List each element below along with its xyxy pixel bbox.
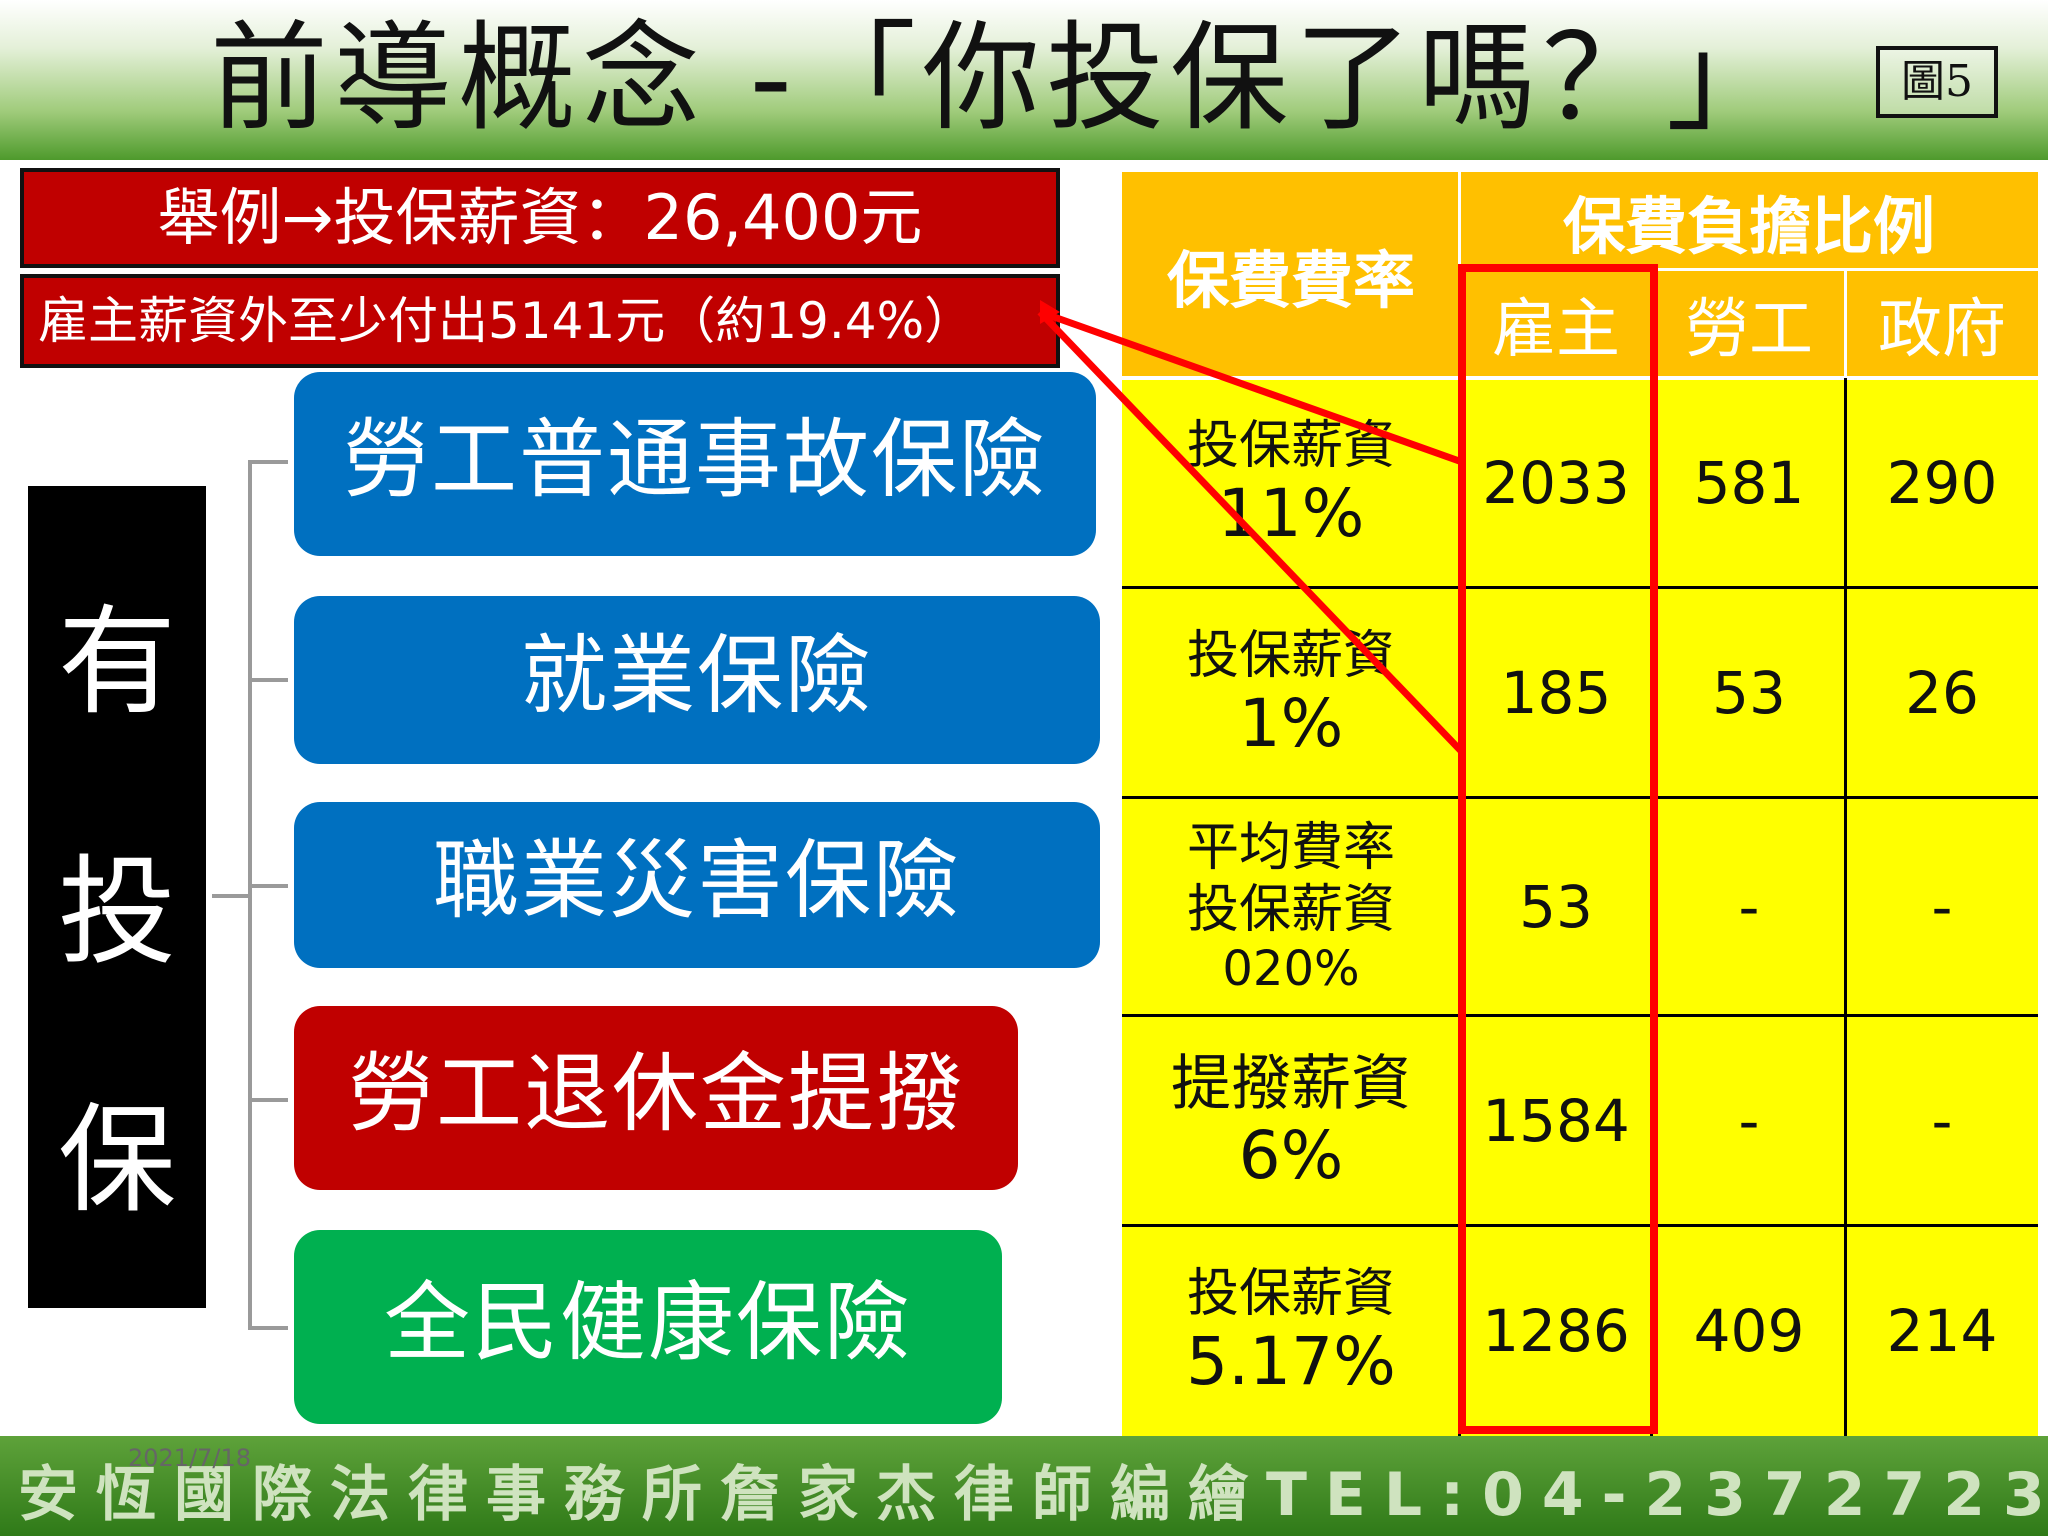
- rate-label: 投保薪資: [1186, 416, 1395, 476]
- rate-value: 1%: [1238, 685, 1344, 762]
- header-bar: 前導概念 -「你投保了嗎？」 圖5: [0, 0, 2048, 160]
- insurance-item-employment: 就業保險: [294, 596, 1100, 764]
- header-divider: [1650, 270, 1653, 378]
- bracket-branch: [248, 678, 288, 682]
- rate-label-2: 投保薪資: [1186, 880, 1395, 940]
- page-title: 前導概念 -「你投保了嗎？」: [210, 9, 1791, 147]
- bracket-branch: [248, 460, 288, 464]
- side-label-char: 投: [57, 843, 176, 981]
- col-header-employer: 雇主: [1460, 270, 1652, 378]
- col-divider: [1650, 378, 1653, 1436]
- col-header-government: 政府: [1846, 270, 2038, 378]
- employer-value: 53: [1460, 798, 1652, 1016]
- rate-value: 6%: [1238, 1117, 1344, 1194]
- bracket-branch: [248, 884, 288, 888]
- rate-cell: 投保薪資 11%: [1122, 378, 1460, 588]
- rate-label: 提撥薪資: [1171, 1049, 1411, 1119]
- employer-value: 2033: [1460, 378, 1652, 588]
- worker-value: -: [1652, 798, 1846, 1016]
- side-label-char: 保: [57, 1091, 176, 1229]
- example-salary-banner: 舉例→投保薪資：26,400元: [20, 168, 1060, 268]
- employer-value: 185: [1460, 588, 1652, 798]
- rate-value: 020%: [1222, 941, 1360, 997]
- bracket-branch: [248, 1326, 288, 1330]
- worker-value: 581: [1652, 378, 1846, 588]
- row-divider: [1122, 586, 2038, 589]
- footer-bar: 安恆國際法律事務所詹家杰律師編繪TEL:04-23727237: [0, 1436, 2048, 1536]
- worker-value: 53: [1652, 588, 1846, 798]
- rate-label: 投保薪資: [1186, 626, 1395, 686]
- row-divider: [1122, 1224, 2038, 1227]
- side-label-char: 有: [57, 593, 176, 731]
- bracket-spine: [248, 460, 252, 1330]
- rate-value: 5.17%: [1186, 1323, 1396, 1400]
- government-value: -: [1846, 1016, 2038, 1226]
- bracket-branch: [248, 1098, 288, 1102]
- rate-value: 11%: [1217, 475, 1365, 552]
- insurance-item-labor-ordinary: 勞工普通事故保險: [294, 372, 1096, 556]
- col-header-rate: 保費費率: [1122, 172, 1460, 378]
- government-value: -: [1846, 798, 2038, 1016]
- government-value: 290: [1846, 378, 2038, 588]
- row-divider: [1122, 796, 2038, 799]
- employer-value: 1286: [1460, 1226, 1652, 1436]
- slide-date: 2021/7/18: [128, 1444, 252, 1472]
- government-value: 214: [1846, 1226, 2038, 1436]
- employer-cost-banner: 雇主薪資外至少付出5141元（約19.4%）: [20, 274, 1060, 368]
- premium-table: 保費費率 保費負擔比例 雇主 勞工 政府 投保薪資 11% 2033 581 2…: [1122, 172, 2038, 1436]
- insurance-item-pension: 勞工退休金提撥: [294, 1006, 1018, 1190]
- insurance-item-health: 全民健康保險: [294, 1230, 1002, 1424]
- row-divider: [1122, 1014, 2038, 1017]
- footer-credit: 安恆國際法律事務所詹家杰律師編繪TEL:04-23727237: [18, 1460, 2048, 1530]
- rate-label: 平均費率: [1186, 818, 1395, 878]
- header-divider: [1460, 268, 2038, 271]
- col-divider: [1458, 378, 1461, 1436]
- side-label-box: 有 投 保: [28, 486, 206, 1308]
- rate-cell: 投保薪資 5.17%: [1122, 1226, 1460, 1436]
- worker-value: 409: [1652, 1226, 1846, 1436]
- insurance-item-occupational: 職業災害保險: [294, 802, 1100, 968]
- rate-cell: 投保薪資 1%: [1122, 588, 1460, 798]
- employer-value: 1584: [1460, 1016, 1652, 1226]
- header-divider: [1122, 376, 2038, 380]
- figure-badge: 圖5: [1876, 46, 1998, 118]
- header-divider: [1458, 172, 1461, 378]
- rate-cell: 提撥薪資 6%: [1122, 1016, 1460, 1226]
- col-header-share: 保費負擔比例: [1460, 172, 2038, 270]
- rate-cell: 平均費率 投保薪資 020%: [1122, 798, 1460, 1016]
- col-header-worker: 勞工: [1652, 270, 1846, 378]
- col-divider: [1844, 378, 1847, 1436]
- bracket-stem: [212, 894, 250, 898]
- rate-label: 投保薪資: [1186, 1264, 1395, 1324]
- worker-value: -: [1652, 1016, 1846, 1226]
- government-value: 26: [1846, 588, 2038, 798]
- header-divider: [1844, 270, 1847, 378]
